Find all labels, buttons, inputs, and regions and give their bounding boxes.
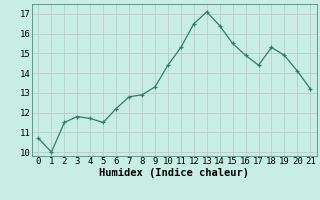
X-axis label: Humidex (Indice chaleur): Humidex (Indice chaleur) [100, 168, 249, 178]
